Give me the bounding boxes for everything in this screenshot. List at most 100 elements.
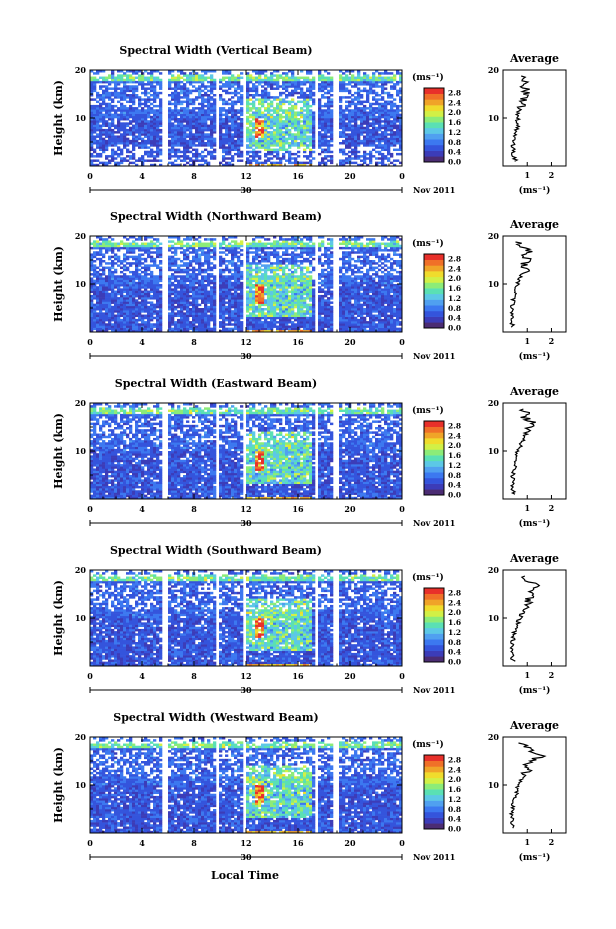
- heatmap-cell: [117, 255, 121, 259]
- heatmap-cell: [384, 144, 388, 147]
- heatmap-cell: [123, 257, 127, 261]
- heatmap-cell: [159, 294, 163, 298]
- heatmap-cell: [171, 87, 175, 90]
- heatmap-cell: [210, 262, 214, 265]
- heatmap-cell: [105, 148, 109, 152]
- heatmap-cell: [282, 91, 286, 95]
- heatmap-cell: [210, 135, 214, 138]
- heatmap-cell: [93, 89, 97, 93]
- heatmap-cell: [246, 314, 250, 318]
- heatmap-cell: [99, 257, 103, 261]
- heatmap-cell: [141, 292, 145, 296]
- heatmap-cell: [108, 244, 112, 248]
- heatmap-cell: [279, 98, 283, 101]
- heatmap-cell: [96, 329, 100, 333]
- heatmap-cell: [114, 244, 118, 248]
- heatmap-cell: [330, 100, 334, 104]
- heatmap-cell: [132, 316, 136, 320]
- heatmap-cell: [132, 312, 136, 315]
- heatmap-cell: [252, 113, 256, 117]
- heatmap-cell: [195, 297, 199, 300]
- heatmap-cell: [171, 102, 175, 106]
- heatmap-cell: [237, 139, 241, 143]
- heatmap-cell: [159, 253, 163, 256]
- heatmap-cell: [183, 268, 187, 272]
- heatmap-cell: [126, 312, 130, 315]
- colorbar-step: [424, 105, 444, 112]
- heatmap-cell: [117, 292, 121, 296]
- heatmap-cell: [384, 137, 388, 141]
- heatmap-cell: [183, 262, 187, 265]
- heatmap-cell: [249, 150, 253, 154]
- heatmap-cell: [237, 91, 241, 95]
- heatmap-cell: [102, 128, 106, 132]
- heatmap-cell: [321, 159, 325, 162]
- heatmap-cell: [96, 257, 100, 261]
- heatmap-cell: [198, 78, 202, 82]
- heatmap-cell: [309, 83, 313, 86]
- heatmap-cell: [180, 277, 184, 280]
- heatmap-cell: [126, 118, 130, 121]
- heatmap-cell: [246, 85, 250, 88]
- heatmap-cell: [330, 89, 334, 93]
- heatmap-cell: [102, 122, 106, 125]
- heatmap-cell: [135, 288, 139, 291]
- heatmap-cell: [219, 94, 223, 97]
- heatmap-cell: [168, 244, 172, 248]
- heatmap-cell: [267, 137, 271, 141]
- heatmap-cell: [120, 294, 124, 298]
- heatmap-cell: [105, 89, 109, 93]
- heatmap-cell: [246, 329, 250, 333]
- heatmap-cell: [240, 288, 244, 291]
- heatmap-cell: [192, 144, 196, 147]
- heatmap-cell: [186, 87, 190, 90]
- heatmap-cell: [246, 262, 250, 265]
- heatmap-cell: [282, 137, 286, 141]
- heatmap-cell: [318, 78, 322, 82]
- heatmap-cell: [330, 94, 334, 97]
- heatmap-cell: [387, 111, 391, 114]
- heatmap-cell: [204, 310, 208, 313]
- heatmap-cell: [120, 128, 124, 132]
- heatmap-cell: [147, 137, 151, 141]
- heatmap-cell: [129, 104, 133, 108]
- heatmap-cell: [261, 89, 265, 93]
- heatmap-cell: [198, 87, 202, 90]
- heatmap-cell: [144, 104, 148, 108]
- heatmap-cell: [345, 89, 349, 93]
- heatmap-cell: [189, 128, 193, 132]
- heatmap-cell: [342, 131, 346, 134]
- heatmap-cell: [126, 292, 130, 296]
- heatmap-cell: [213, 100, 217, 104]
- heatmap-cell: [234, 253, 238, 256]
- heatmap-cell: [132, 299, 136, 302]
- heatmap-cell: [114, 150, 118, 154]
- heatmap-cell: [207, 310, 211, 313]
- heatmap-cell: [231, 124, 235, 128]
- heatmap-cell: [96, 104, 100, 108]
- heatmap-cell: [114, 83, 118, 86]
- heatmap-cell: [393, 163, 397, 167]
- heatmap-cell: [240, 277, 244, 280]
- heatmap-cell: [120, 312, 124, 315]
- heatmap-cell: [246, 111, 250, 114]
- heatmap-cell: [213, 327, 217, 331]
- heatmap-cell: [123, 135, 127, 138]
- heatmap-cell: [105, 288, 109, 291]
- heatmap-cell: [321, 120, 325, 123]
- heatmap-cell: [321, 96, 325, 99]
- heatmap-cell: [138, 308, 142, 311]
- heatmap-cell: [246, 83, 250, 86]
- heatmap-cell: [372, 111, 376, 114]
- heatmap-cell: [144, 133, 148, 136]
- heatmap-cell: [102, 299, 106, 302]
- heatmap-cell: [294, 83, 298, 86]
- heatmap-cell: [225, 260, 229, 263]
- heatmap-cell: [102, 277, 106, 280]
- heatmap-cell: [129, 270, 133, 274]
- heatmap-cell: [153, 70, 157, 73]
- heatmap-cell: [222, 109, 226, 112]
- heatmap-cell: [159, 260, 163, 263]
- heatmap-cell: [156, 115, 160, 119]
- heatmap-cell: [345, 139, 349, 143]
